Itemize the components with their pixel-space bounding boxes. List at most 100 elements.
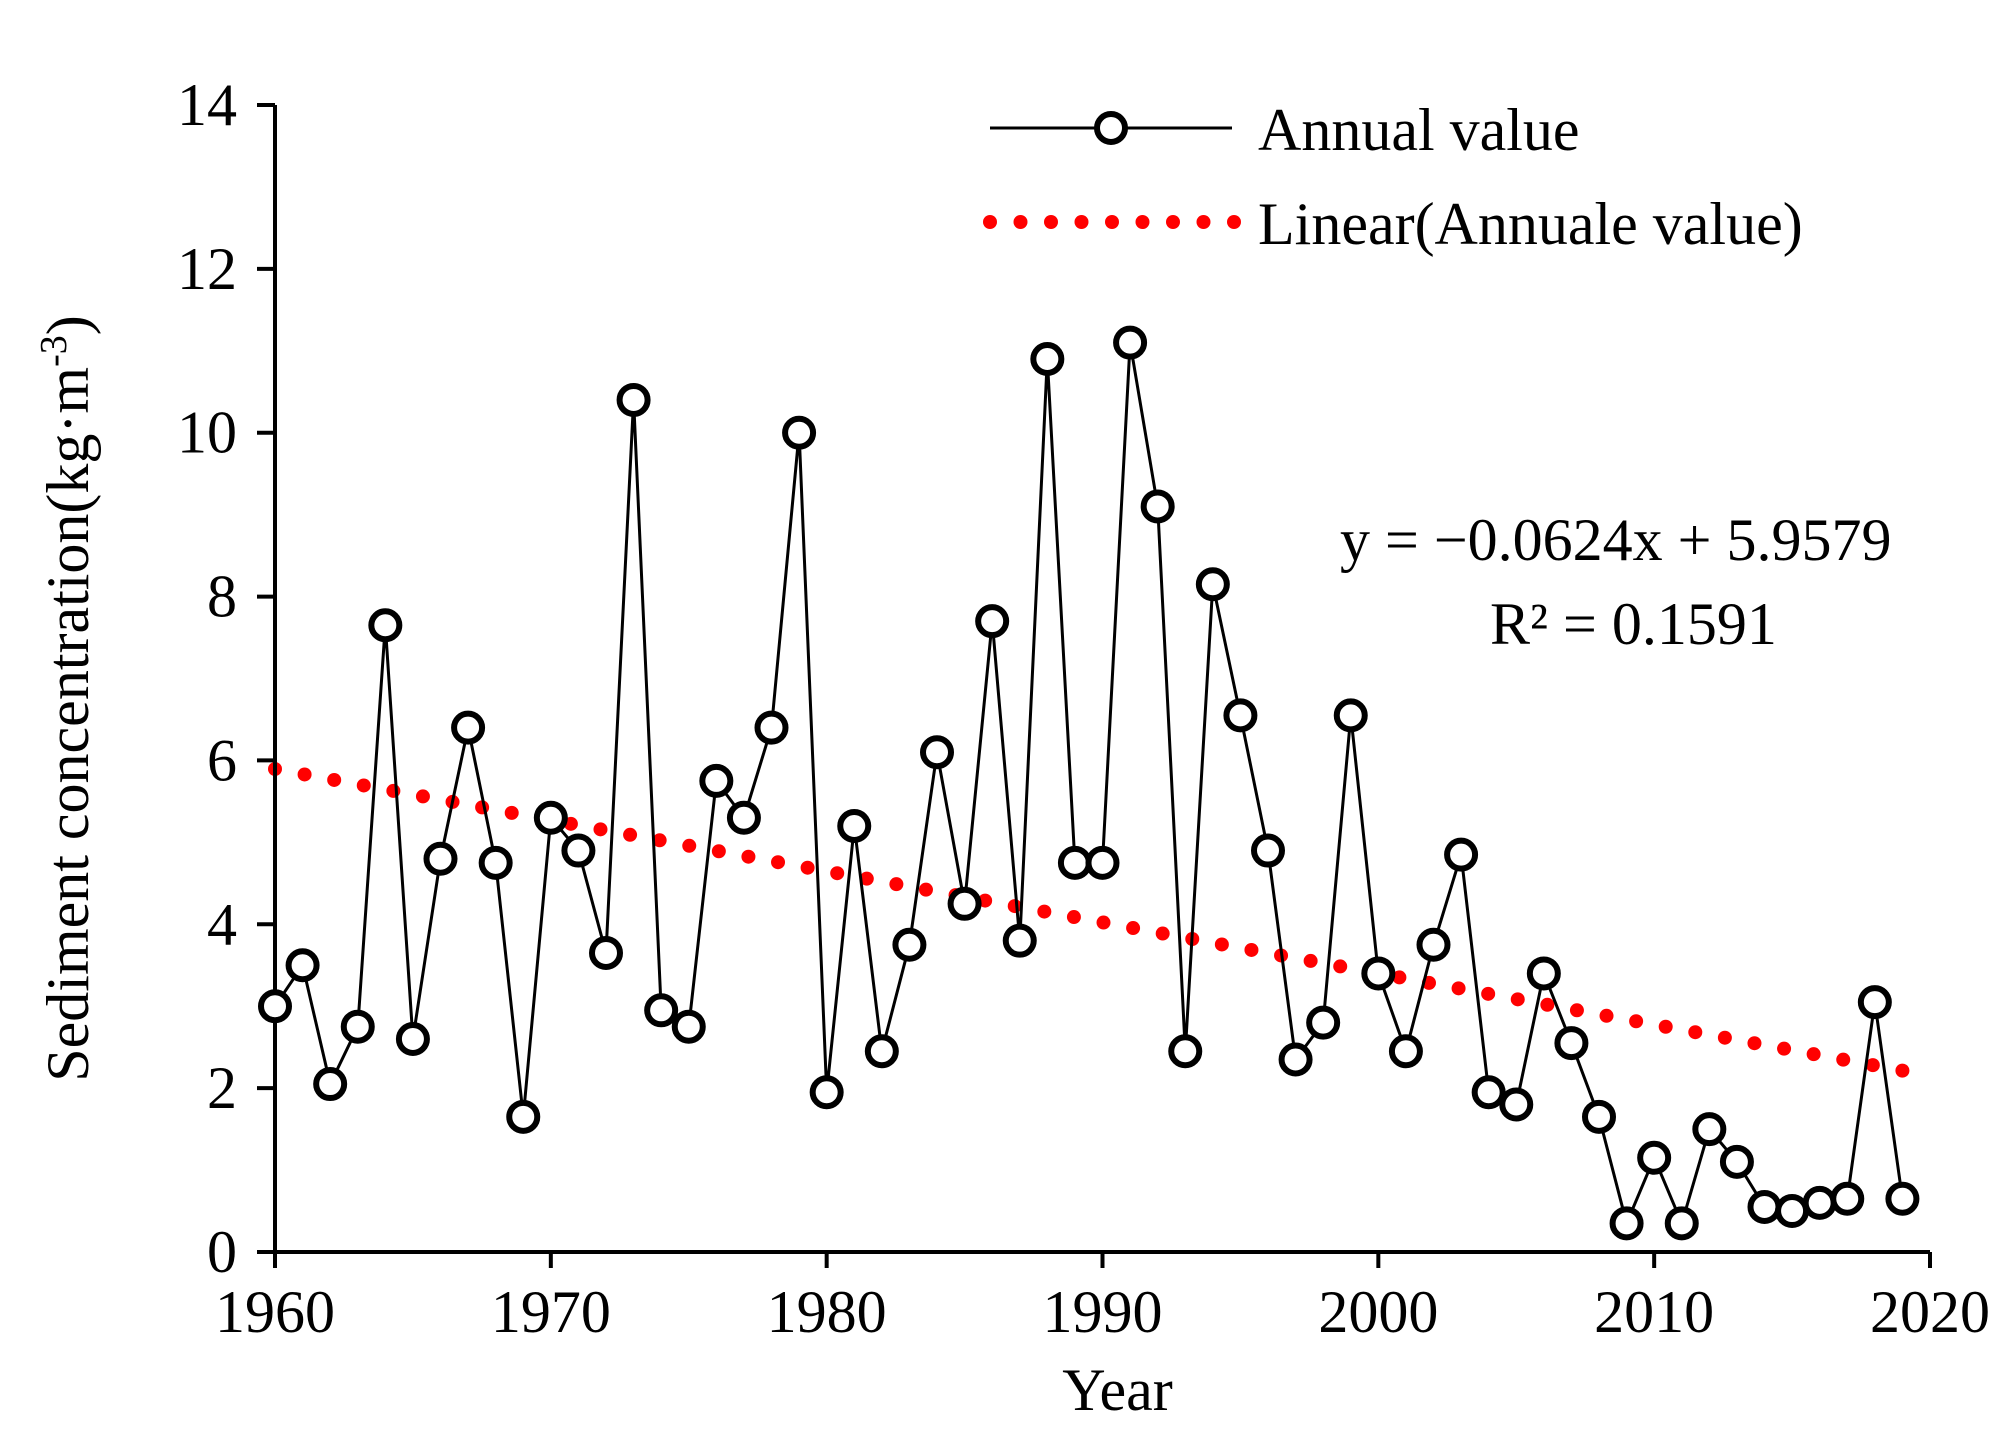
trendline-dot <box>1333 959 1348 974</box>
trendline-dot <box>652 833 667 848</box>
x-tick-label: 1980 <box>767 1279 887 1345</box>
trendline-dot <box>1747 1036 1762 1051</box>
annual-point <box>423 841 458 876</box>
x-tick-label: 2020 <box>1870 1279 1990 1345</box>
trendline-dot <box>356 778 371 793</box>
trend-equation: y = −0.0624x + 5.9579 <box>1340 507 1892 573</box>
annual-point <box>1582 1099 1616 1134</box>
x-tick-label: 2000 <box>1318 1279 1438 1345</box>
annual-point <box>671 1009 706 1044</box>
trendline-dot <box>1717 1030 1732 1045</box>
legend-trend-dot <box>1166 215 1180 229</box>
trendline-dot <box>1836 1052 1851 1067</box>
annual-point <box>1857 985 1892 1020</box>
annual-point <box>258 989 292 1024</box>
trendline-dot <box>1392 970 1407 985</box>
annual-point <box>864 1034 899 1069</box>
annual-point <box>1830 1181 1865 1216</box>
trendline-dot <box>711 844 726 859</box>
x-tick-label: 2010 <box>1594 1279 1714 1345</box>
trendline-dot <box>771 855 786 870</box>
x-tick-label: 1970 <box>491 1279 611 1345</box>
annual-point <box>285 948 320 983</box>
annual-point <box>1223 698 1258 733</box>
trendline-dot <box>978 893 993 908</box>
trendline-dot <box>889 877 904 892</box>
trendline-dot <box>1303 953 1318 968</box>
annual-point <box>1002 923 1037 958</box>
y-tick-label: 0 <box>207 1219 237 1285</box>
legend-trend-dot <box>1013 215 1028 229</box>
annual-point <box>1554 1026 1589 1061</box>
annual-point <box>1802 1185 1837 1220</box>
annual-point <box>1664 1206 1699 1241</box>
trendline-dot <box>1451 981 1466 996</box>
annual-point <box>920 735 954 770</box>
annual-point <box>726 800 761 835</box>
trendline-dot <box>1007 899 1022 914</box>
trendline-dot <box>504 805 519 820</box>
trendline-dot <box>1895 1063 1910 1078</box>
annual-point <box>1278 1042 1313 1077</box>
annual-point <box>340 1009 375 1044</box>
legend-trend-marker <box>983 215 1241 229</box>
annual-series-layer <box>258 325 1920 1241</box>
legend-trend-dot <box>1074 215 1089 229</box>
legend-trend-dot <box>1105 215 1119 229</box>
annual-point <box>1775 1194 1810 1229</box>
trendline-dot <box>682 838 697 853</box>
trendline-dot <box>800 860 815 875</box>
trendline-dot <box>1688 1025 1703 1040</box>
annual-point <box>368 608 403 643</box>
annual-point <box>506 1099 541 1134</box>
trendline-dot <box>1126 921 1141 936</box>
annual-point <box>782 415 817 450</box>
legend-trend-dot <box>1196 215 1211 229</box>
annual-point <box>1195 567 1230 602</box>
annual-point <box>451 710 486 745</box>
trendline-dot <box>1037 904 1052 919</box>
legend-trend-label: Linear(Annuale value) <box>1258 191 1803 257</box>
y-ticks: 0 2 4 6 8 10 12 14 <box>177 72 275 1285</box>
trendline-dot <box>1658 1019 1673 1034</box>
annual-point <box>616 382 651 417</box>
trendline-dot <box>593 822 608 837</box>
trendline-dot <box>1066 910 1081 925</box>
trendline-dot <box>1806 1047 1821 1062</box>
annual-point <box>313 1067 348 1102</box>
trendline-dot <box>1569 1003 1584 1018</box>
annual-point <box>1251 833 1285 868</box>
annual-point <box>1085 845 1120 880</box>
x-tick-label: 1990 <box>1043 1279 1163 1345</box>
trendline-dot <box>859 871 874 886</box>
annual-point <box>1747 1189 1782 1224</box>
annual-point <box>533 800 568 835</box>
trendline-layer <box>268 761 1910 1078</box>
trendline-dot <box>297 767 312 782</box>
y-tick-label: 10 <box>177 400 237 466</box>
annual-series-line <box>273 342 1904 1228</box>
annual-point <box>1168 1034 1203 1069</box>
trendline-dot <box>415 789 430 804</box>
annual-point <box>1361 956 1396 991</box>
annual-point <box>644 993 679 1028</box>
trendline-dot <box>1865 1058 1880 1073</box>
trendline-dot <box>830 866 845 881</box>
trendline-dot <box>386 783 401 798</box>
legend-trend-dot <box>1044 215 1058 229</box>
trendline-dot <box>918 882 933 897</box>
annual-point <box>1113 325 1148 360</box>
annual-point <box>1333 698 1368 733</box>
annual-point <box>589 935 623 970</box>
annual-point <box>809 1075 844 1110</box>
annual-point <box>1030 341 1065 376</box>
annual-point <box>1526 956 1561 991</box>
y-tick-label: 8 <box>207 564 237 630</box>
x-ticks: 1960 1970 1980 1990 2000 2010 2020 <box>215 1252 1990 1345</box>
legend-trend-dot <box>1135 215 1150 229</box>
legend-annual-label: Annual value <box>1258 97 1580 163</box>
trendline-dot <box>623 827 638 842</box>
trendline-dot <box>327 772 342 787</box>
y-axis-title-superscript: -3 <box>33 335 75 367</box>
